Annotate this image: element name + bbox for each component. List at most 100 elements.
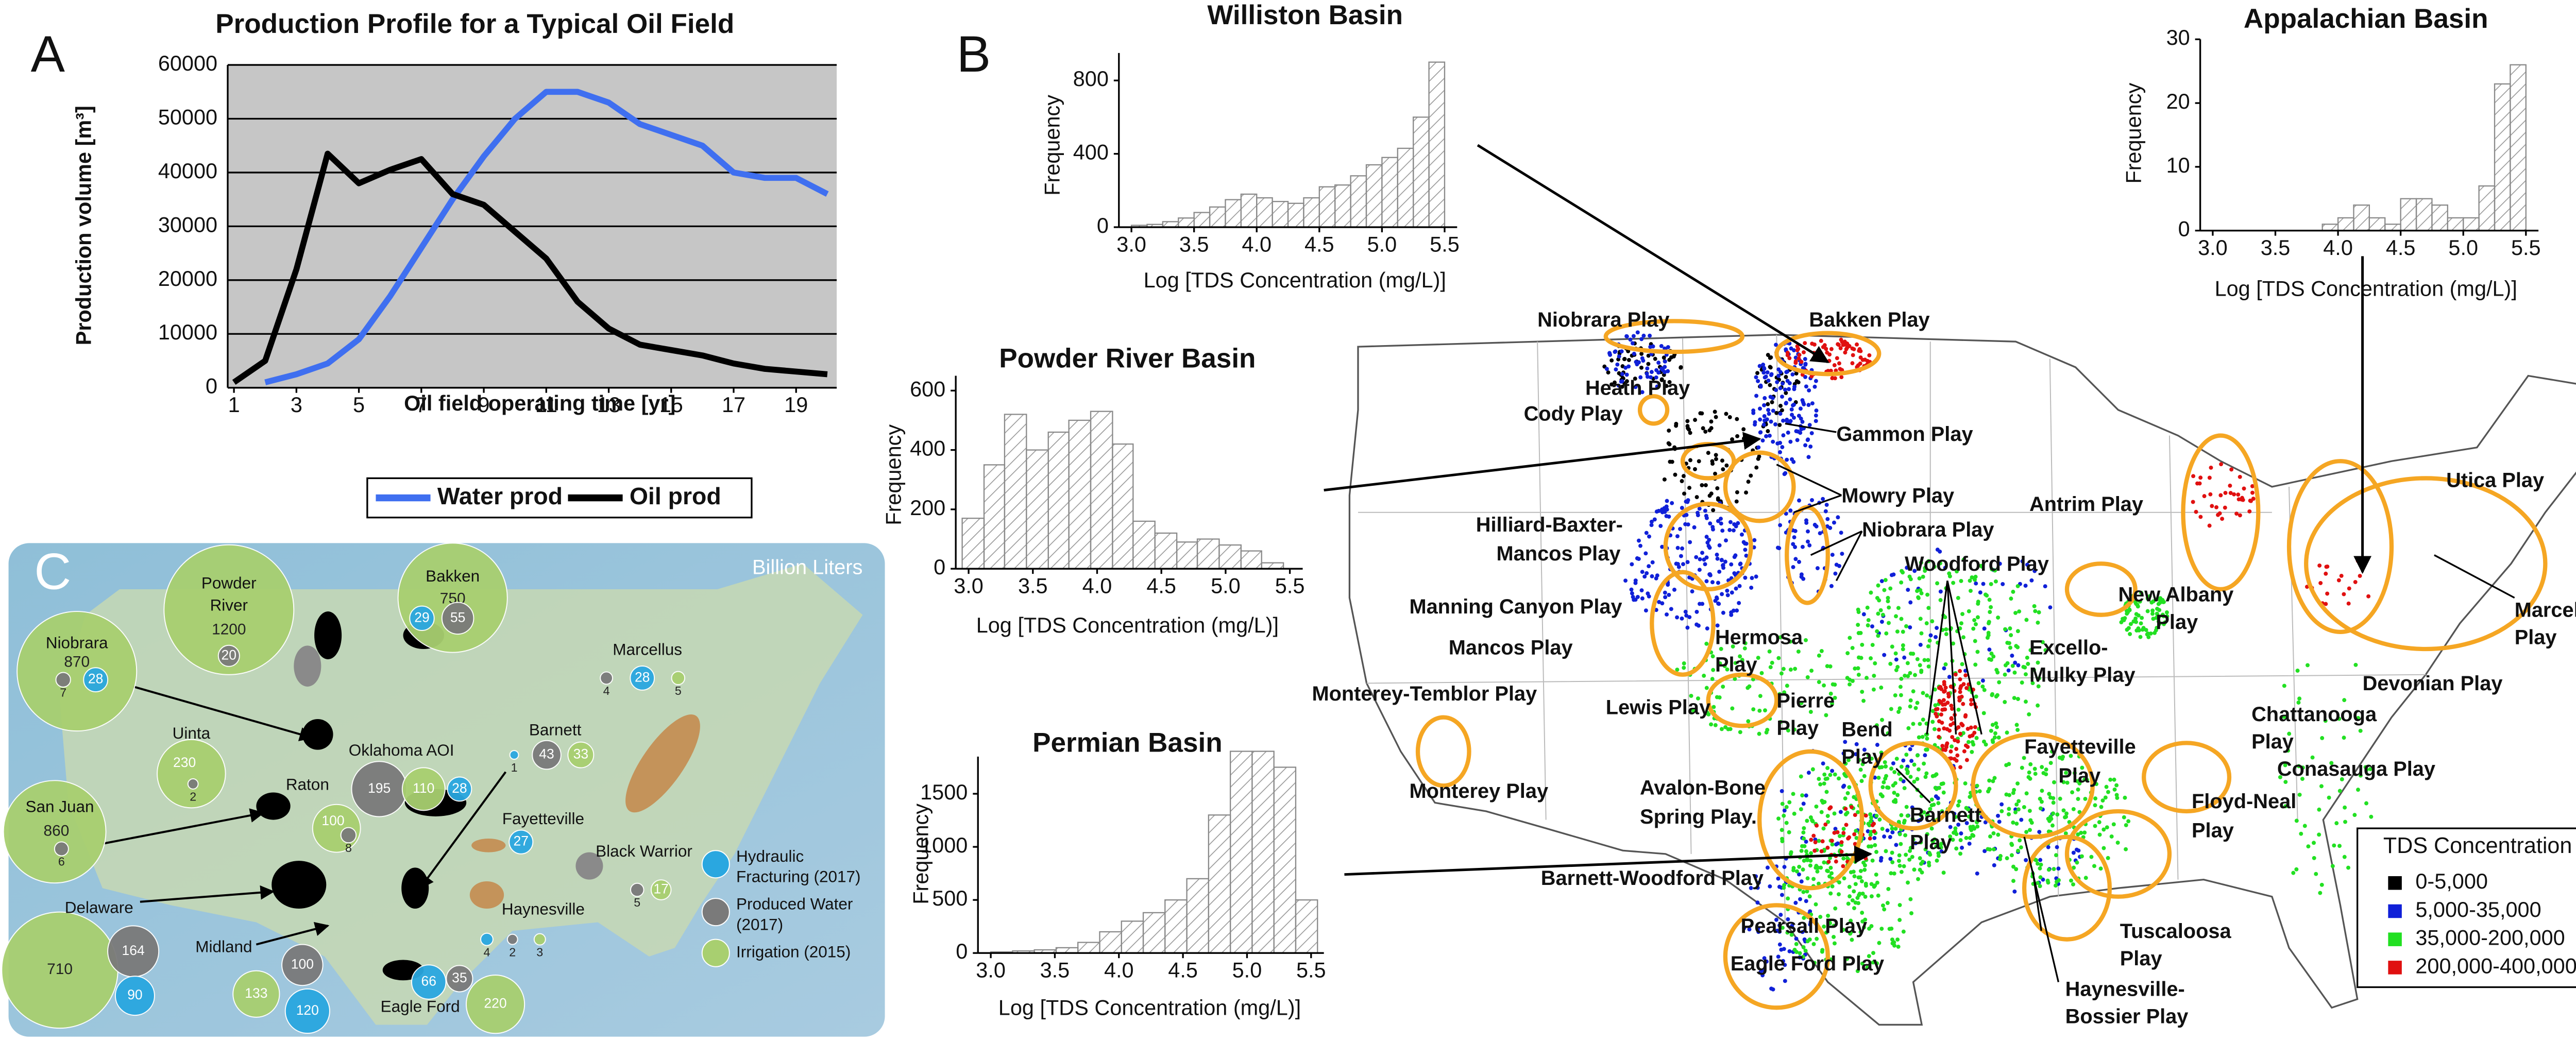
tds-dot: [1660, 544, 1665, 549]
tds-dot: [1788, 439, 1793, 444]
tds-dot: [2025, 562, 2029, 567]
tds-dot: [1743, 641, 1748, 645]
tds-dot: [1742, 926, 1747, 930]
legend-label: Hydraulic: [736, 847, 804, 865]
tds-dot: [1768, 383, 1772, 387]
histogram-bar: [2337, 217, 2354, 231]
tds-dot: [1834, 842, 1838, 847]
tds-dot: [1765, 728, 1770, 732]
tds-dot: [1936, 801, 1941, 806]
tds-dot: [2136, 626, 2141, 630]
data-line: [232, 150, 828, 385]
tds-dot: [1839, 337, 1843, 342]
tds-dot: [1974, 736, 1979, 740]
bubble: [509, 829, 534, 855]
bubble-value: 1200: [212, 621, 246, 638]
tds-dot: [1915, 701, 1920, 705]
histogram-bar: [1318, 186, 1336, 228]
tds-dot: [1667, 380, 1672, 384]
tds-dot: [1848, 636, 1852, 640]
tds-dot: [1997, 820, 2002, 824]
tds-dot: [1856, 901, 1861, 906]
tds-dot: [1766, 407, 1771, 412]
histogram-bar: [1090, 411, 1113, 570]
y-tick-label: 500: [932, 886, 968, 910]
bubble-value: 20: [222, 647, 237, 662]
tds-dot: [2312, 841, 2316, 845]
tds-dot: [1939, 687, 1944, 691]
tds-dot: [1739, 532, 1744, 537]
tds-dot: [1762, 418, 1767, 423]
tds-dot: [2126, 626, 2131, 630]
site-name: Barnett: [529, 720, 582, 739]
play-label: Play: [2058, 764, 2100, 787]
legend-title: TDS Concentration (mg/L): [2383, 833, 2576, 858]
tds-dot: [1818, 915, 1823, 919]
tds-dot: [1833, 772, 1837, 777]
tds-dot: [1925, 736, 1929, 741]
tds-dot: [1995, 670, 2000, 675]
tds-dot: [1942, 726, 1946, 731]
tds-dot: [1704, 579, 1709, 584]
tds-dot: [1649, 370, 1654, 374]
tds-dot: [1845, 651, 1850, 656]
tds-dot: [1975, 819, 1979, 824]
tds-dot: [1957, 799, 1961, 804]
tds-dot: [1883, 760, 1887, 764]
tds-dot: [2028, 648, 2033, 653]
bubble-value: 66: [421, 974, 436, 989]
tds-dot: [1724, 538, 1728, 543]
x-tick-label: 4.0: [1082, 574, 1112, 598]
play-label: Devonian Play: [2363, 672, 2503, 695]
tds-dot: [1749, 886, 1753, 890]
y-axis-label: Frequency: [908, 804, 933, 905]
y-tick-label: 800: [1073, 66, 1109, 91]
tds-dot: [1943, 685, 1948, 690]
tds-dot: [1894, 614, 1899, 619]
tds-dot: [1689, 693, 1693, 698]
tds-dot: [1892, 791, 1896, 795]
tds-dot: [1644, 531, 1649, 535]
tds-dot: [1667, 592, 1671, 597]
tds-dot: [1827, 919, 1832, 924]
tds-dot: [1678, 526, 1683, 531]
tds-dot: [1821, 761, 1825, 766]
shale: [302, 719, 333, 750]
play-outline: [1637, 394, 1670, 426]
bubble-value: 860: [44, 823, 70, 840]
tds-dot: [1808, 909, 1812, 914]
histogram-bar: [1186, 878, 1210, 954]
tds-dot: [1863, 883, 1868, 888]
tds-dot: [1805, 675, 1810, 679]
tds-dot: [1885, 901, 1890, 905]
tds-dot: [1799, 879, 1804, 884]
play-label: Haynesville-: [2065, 978, 2185, 1001]
tds-dot: [1969, 828, 1974, 832]
tds-dot: [1805, 939, 1810, 944]
tds-dot: [1830, 884, 1835, 889]
tds-dot: [1856, 631, 1861, 636]
tds-dot: [1918, 856, 1922, 861]
tds-dot: [1762, 414, 1767, 418]
tds-dot: [1856, 856, 1860, 860]
bubble-value: 28: [88, 671, 104, 687]
bubble: [401, 767, 446, 811]
shale: [401, 867, 429, 909]
bubble: [465, 975, 526, 1034]
tds-dot: [1832, 520, 1836, 525]
tds-dot: [1821, 826, 1826, 831]
tds-dot: [1884, 631, 1889, 636]
chart-title: Powder River Basin: [999, 344, 1256, 374]
tds-dot: [1942, 666, 1946, 671]
tds-dot: [1825, 517, 1830, 521]
site-name: Raton: [286, 775, 329, 794]
tds-dot: [1782, 472, 1787, 476]
tds-dot: [2104, 784, 2109, 789]
tds-dot: [2109, 834, 2114, 839]
tds-dot: [1833, 571, 1838, 576]
x-tick-label: 5.5: [1275, 574, 1305, 598]
play-label: Monterey Play: [1409, 780, 1548, 803]
tds-dot: [1797, 356, 1801, 361]
tds-dot: [1685, 560, 1690, 565]
tds-dot: [2040, 765, 2044, 770]
